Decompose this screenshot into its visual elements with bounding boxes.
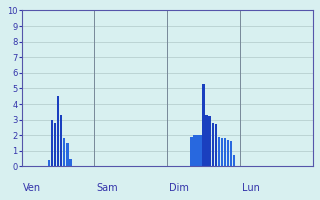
Bar xyxy=(193,135,196,166)
Bar xyxy=(57,96,60,166)
Bar xyxy=(60,115,62,166)
Bar xyxy=(190,137,193,166)
Text: Ven: Ven xyxy=(23,183,41,193)
Bar xyxy=(218,137,220,166)
Bar xyxy=(51,120,53,166)
Text: Lun: Lun xyxy=(242,183,260,193)
Bar xyxy=(224,138,226,166)
Bar xyxy=(212,123,214,166)
Bar xyxy=(66,143,68,166)
Bar xyxy=(202,84,205,166)
Bar xyxy=(54,123,56,166)
Bar xyxy=(214,124,217,166)
Bar xyxy=(208,116,211,166)
Bar xyxy=(199,135,202,166)
Text: Sam: Sam xyxy=(96,183,118,193)
Bar xyxy=(227,140,229,166)
Bar xyxy=(48,160,50,166)
Bar xyxy=(196,135,199,166)
Bar xyxy=(230,141,232,166)
Text: Dim: Dim xyxy=(169,183,189,193)
Bar xyxy=(69,159,72,166)
Bar xyxy=(63,138,66,166)
Bar xyxy=(220,138,223,166)
Bar xyxy=(233,155,236,166)
Bar xyxy=(205,115,208,166)
